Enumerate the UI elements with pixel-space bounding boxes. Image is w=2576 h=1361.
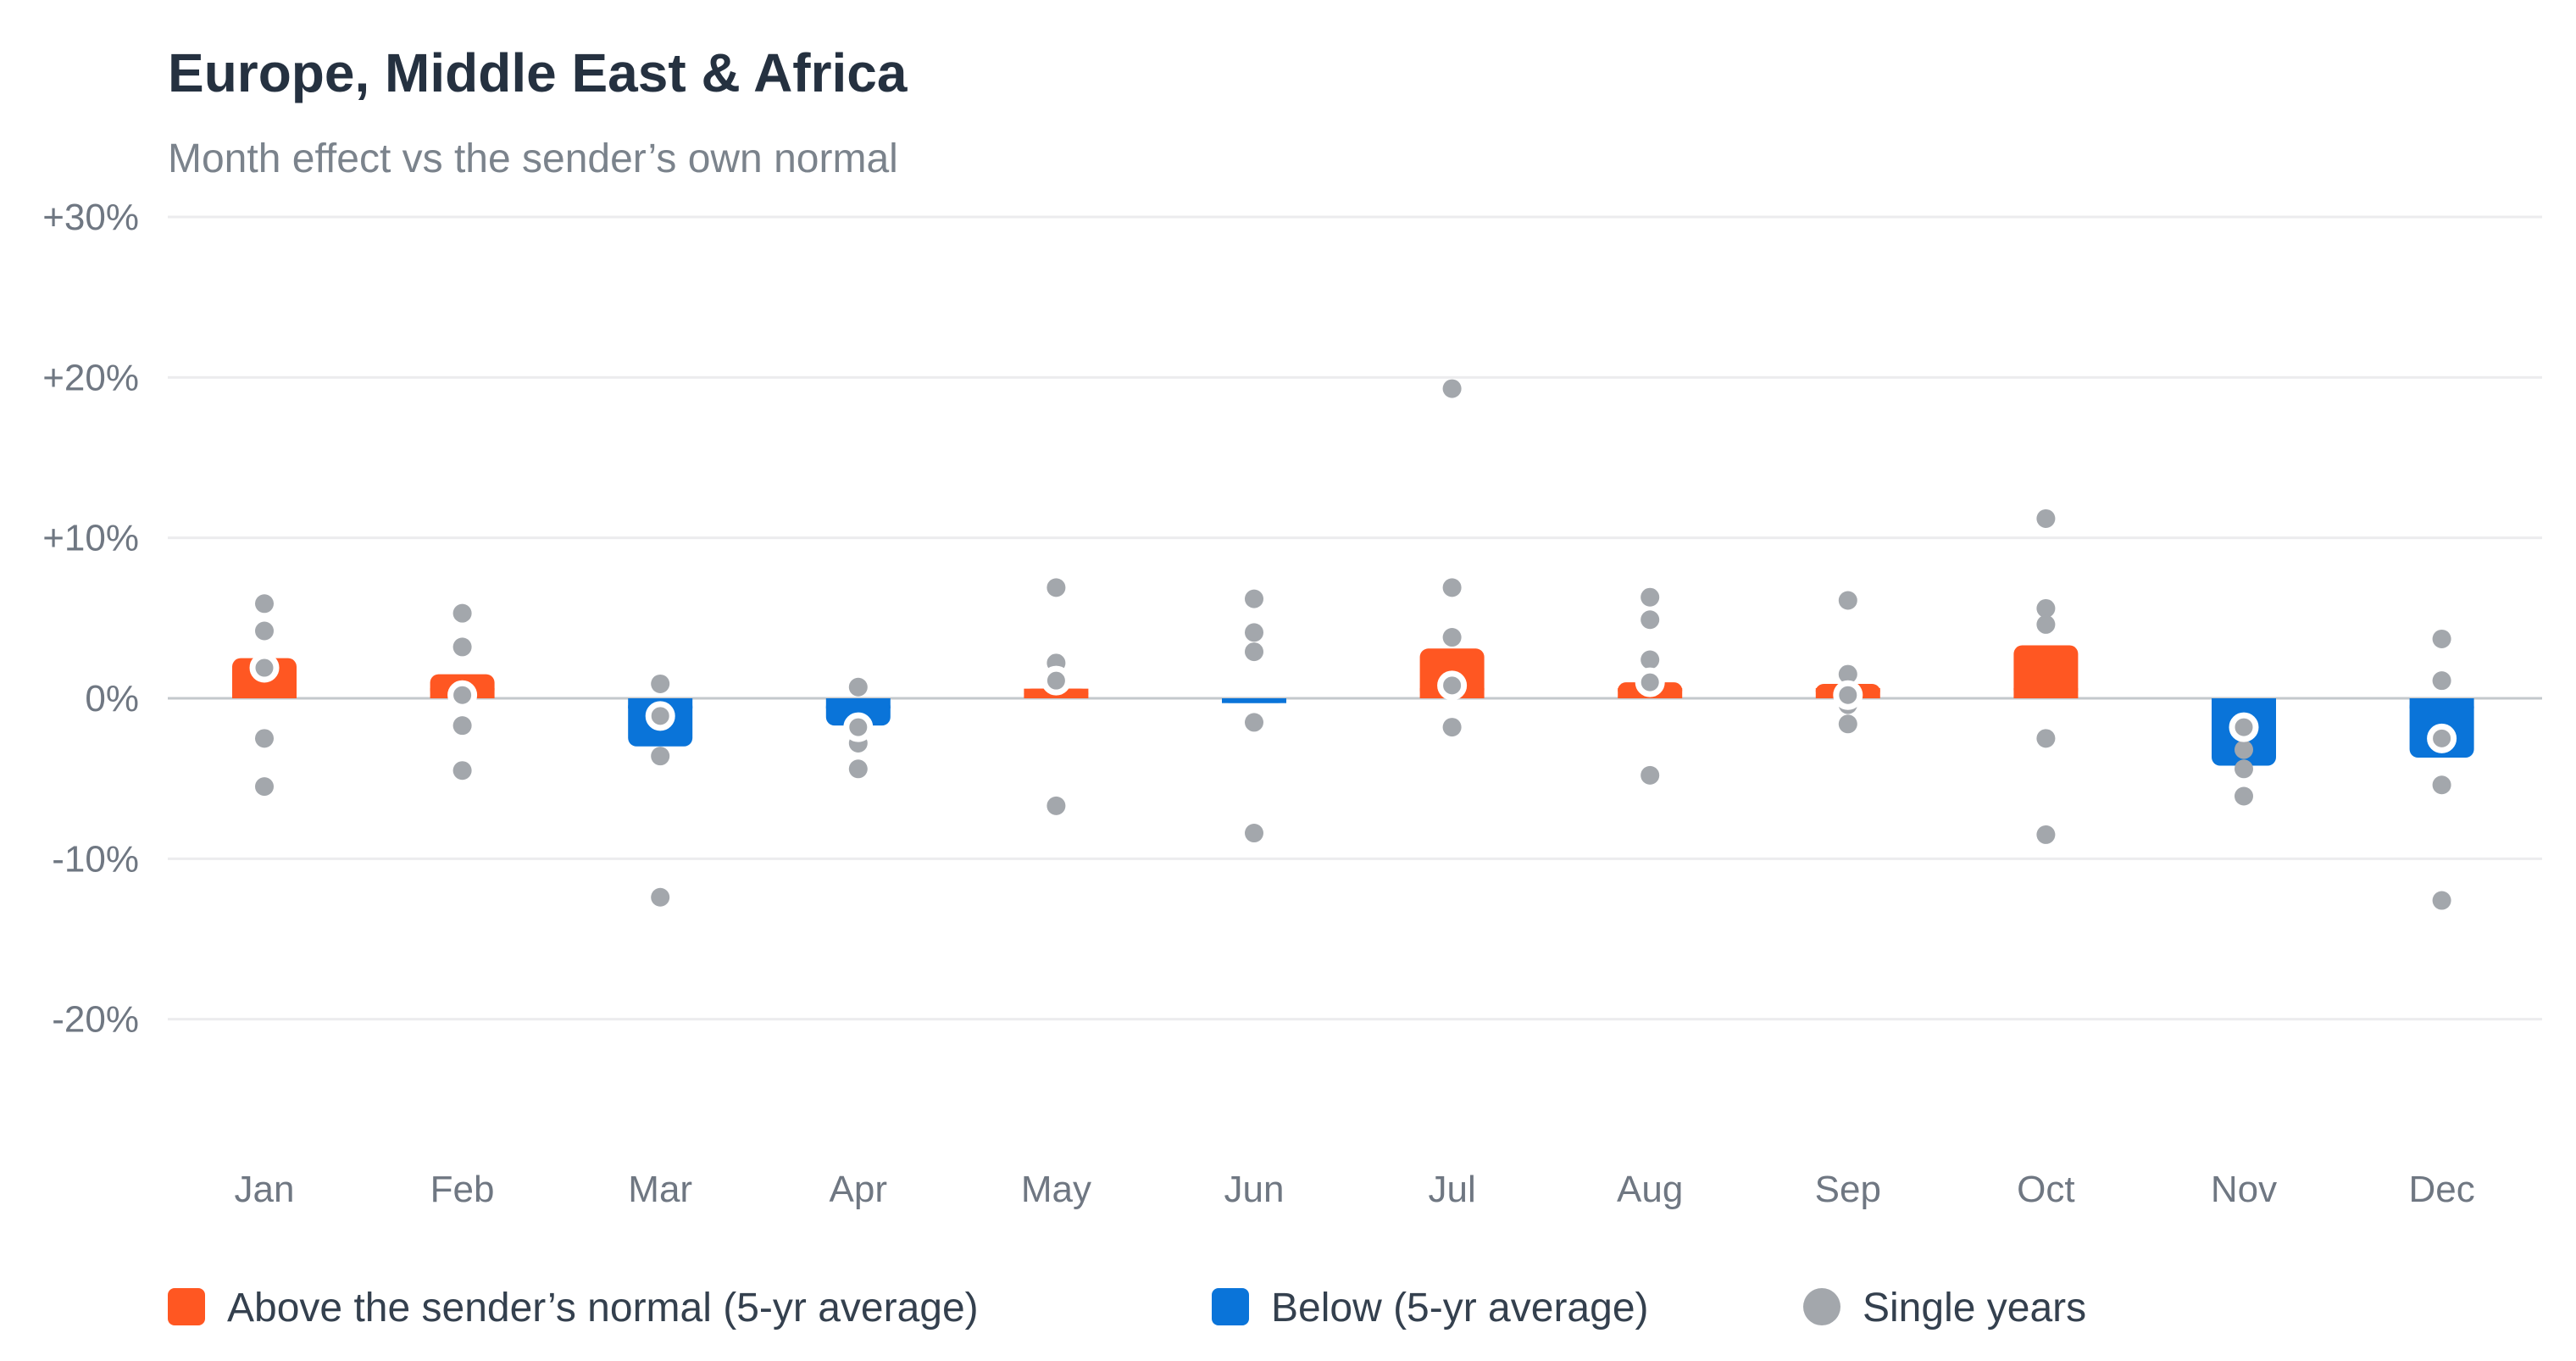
single-year-point (2235, 759, 2253, 779)
single-year-point (1245, 589, 1263, 608)
single-year-point (2432, 891, 2451, 910)
x-tick-label: Sep (1815, 1169, 1881, 1210)
single-year-point (255, 729, 274, 748)
highlight-point (1041, 665, 1071, 696)
legend-swatch (1803, 1288, 1840, 1325)
single-year-point (255, 777, 274, 797)
x-axis: Jan Feb Mar Apr May Jun Jul Aug Sep Oct Nov Dec (235, 1169, 2475, 1210)
single-year-point (255, 594, 274, 614)
single-year-point (452, 603, 472, 623)
chart-subtitle: Month effect vs the sender’s own normal (168, 136, 898, 181)
legend-item-below: Below (5-yr average) (1212, 1286, 1649, 1330)
bar-base (1222, 698, 1286, 703)
y-tick-label: +20% (42, 357, 139, 398)
single-year-point (1046, 578, 1066, 597)
highlight-point (2427, 723, 2457, 753)
bar-above-oct (2013, 645, 2079, 698)
single-year-points (255, 379, 2451, 910)
x-tick-label: Nov (2211, 1169, 2277, 1210)
single-year-point (1442, 578, 1462, 597)
single-year-point (2036, 598, 2056, 618)
gridlines (168, 215, 2542, 1021)
single-year-point (2036, 825, 2056, 844)
single-year-point (1442, 379, 1462, 398)
legend-item-single-years: Single years (1803, 1286, 2086, 1330)
legend-item-above: Above the sender’s normal (5-yr average) (168, 1286, 979, 1330)
single-year-point (848, 677, 868, 697)
single-year-point (1641, 587, 1660, 607)
y-tick-label: +10% (42, 518, 139, 559)
y-axis: +30% +20% +10% 0% -10% -20% (42, 197, 139, 1041)
single-year-point (651, 887, 670, 907)
single-year-point (2036, 508, 2056, 528)
highlight-point (843, 712, 874, 742)
single-year-point (1641, 765, 1660, 785)
highlight-point (249, 653, 280, 683)
bar-base (2013, 688, 2079, 698)
y-tick-label: -10% (52, 838, 139, 880)
single-year-point (1245, 623, 1263, 642)
single-year-point (1838, 664, 1857, 684)
highlight-point (645, 701, 675, 731)
single-year-point (651, 747, 670, 766)
single-year-point (2432, 671, 2451, 691)
x-tick-label: Jul (1428, 1169, 1475, 1210)
highlight-point (1833, 680, 1863, 710)
x-tick-label: Jun (1224, 1169, 1285, 1210)
single-year-point (1442, 718, 1462, 737)
x-tick-label: Aug (1617, 1169, 1683, 1210)
single-year-point (651, 674, 670, 693)
x-tick-label: Feb (430, 1169, 495, 1210)
y-tick-label: -20% (52, 999, 139, 1041)
single-year-point (2235, 740, 2253, 759)
single-year-point (255, 621, 274, 641)
single-year-point (1838, 714, 1857, 734)
chart-title: Europe, Middle East & Africa (168, 42, 908, 103)
single-year-point (1245, 642, 1263, 662)
single-year-point (1245, 713, 1263, 732)
bar-base (2409, 698, 2474, 708)
single-year-point (1245, 824, 1263, 843)
single-year-point (2036, 729, 2056, 748)
x-tick-label: Apr (830, 1169, 887, 1210)
highlight-point (1635, 667, 1665, 697)
single-year-point (1641, 650, 1660, 669)
single-year-point (2432, 629, 2451, 648)
highlight-points (249, 653, 2457, 753)
x-tick-label: Jan (235, 1169, 295, 1210)
bar-base (825, 698, 891, 708)
single-year-point (2235, 786, 2253, 806)
single-year-point (452, 761, 472, 780)
highlight-point (447, 680, 478, 710)
legend-label: Below (5-yr average) (1271, 1286, 1649, 1330)
bars (232, 645, 2474, 766)
single-year-point (1838, 591, 1857, 610)
legend: Above the sender’s normal (5-yr average)… (168, 1286, 2086, 1330)
single-year-point (452, 716, 472, 736)
legend-label: Single years (1863, 1286, 2086, 1330)
x-tick-label: Oct (2017, 1169, 2074, 1210)
single-year-point (848, 759, 868, 779)
x-tick-label: May (1021, 1169, 1091, 1210)
y-tick-label: +30% (42, 197, 139, 238)
legend-label: Above the sender’s normal (5-yr average) (227, 1286, 979, 1330)
x-tick-label: Mar (628, 1169, 692, 1210)
single-year-point (1442, 628, 1462, 647)
single-year-point (1641, 610, 1660, 630)
bar-base (232, 688, 297, 698)
legend-swatch (168, 1288, 205, 1325)
highlight-point (2229, 712, 2259, 742)
x-tick-label: Dec (2408, 1169, 2474, 1210)
single-year-point (452, 637, 472, 657)
single-year-point (2432, 775, 2451, 795)
y-tick-label: 0% (85, 678, 139, 719)
bar-base (2212, 698, 2276, 708)
highlight-point (1437, 670, 1468, 701)
single-year-point (2036, 614, 2056, 634)
single-year-point (1046, 796, 1066, 815)
legend-swatch (1212, 1288, 1249, 1325)
